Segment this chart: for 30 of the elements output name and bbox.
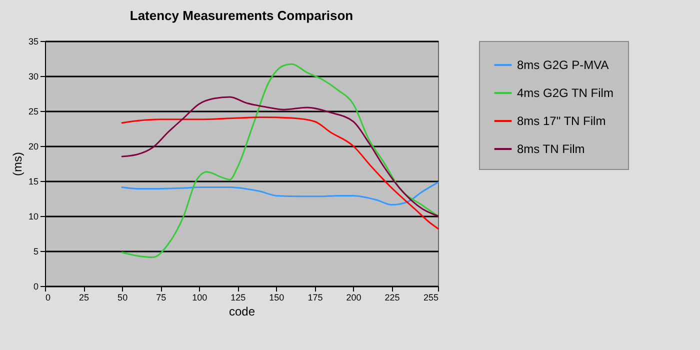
- y-tick-label: 10: [28, 212, 38, 222]
- y-tick-label: 30: [28, 72, 38, 82]
- line-series: [121, 116, 439, 230]
- chart-title: Latency Measurements Comparison: [130, 8, 354, 23]
- legend-label: 4ms G2G TN Film: [517, 86, 614, 100]
- x-tick-label: 175: [308, 292, 323, 302]
- y-tick-label: 0: [33, 282, 38, 292]
- line-series: [121, 182, 439, 206]
- line-series: [121, 63, 439, 258]
- y-tick-label: 35: [28, 36, 38, 46]
- y-tick-label: 5: [33, 246, 38, 256]
- legend-label: 8ms 17" TN Film: [517, 114, 606, 128]
- y-axis-title: (ms): [10, 152, 24, 176]
- line-series: [121, 96, 439, 217]
- x-tick-label: 255: [423, 292, 438, 302]
- x-tick-label: 25: [79, 292, 90, 302]
- x-tick-label: 150: [269, 292, 284, 302]
- x-tick-label: 200: [346, 292, 362, 302]
- x-tick-label: 75: [156, 292, 166, 302]
- y-tick-label: 25: [28, 106, 38, 116]
- legend-label: 8ms TN Film: [517, 142, 585, 156]
- y-tick-label: 15: [28, 176, 38, 186]
- x-axis-title: code: [228, 304, 256, 318]
- x-tick-label: 225: [384, 292, 400, 302]
- x-tick-label: 0: [46, 292, 51, 302]
- x-tick-label: 125: [230, 292, 246, 302]
- y-tick-label: 20: [28, 142, 38, 152]
- x-tick-label: 50: [118, 292, 128, 302]
- x-tick-label: 100: [192, 292, 208, 302]
- legend-label: 8ms G2G P-MVA: [517, 58, 609, 72]
